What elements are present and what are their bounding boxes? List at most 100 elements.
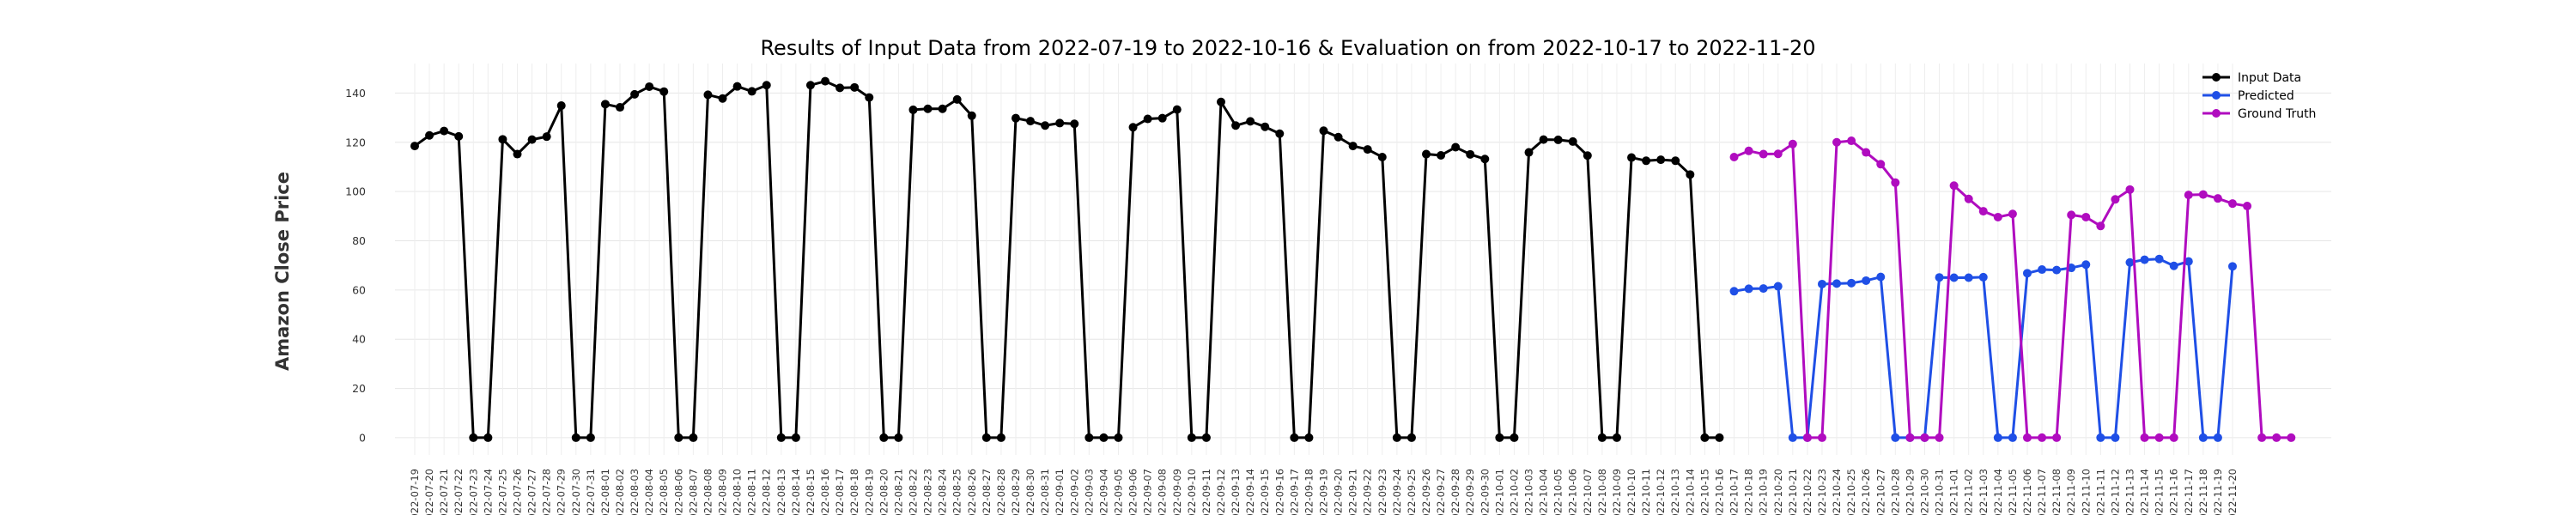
x-tick-label: 2022-09-05 <box>1112 469 1124 515</box>
data-point <box>1802 433 1812 442</box>
x-tick-label: 2022-11-19 <box>2212 469 2224 515</box>
data-point <box>1759 284 1768 294</box>
plot-background <box>395 64 2331 455</box>
x-tick-label: 2022-10-18 <box>1743 469 1755 515</box>
data-point <box>1231 121 1241 130</box>
data-point <box>2052 433 2062 442</box>
data-point <box>1553 135 1563 144</box>
x-tick-label: 2022-10-17 <box>1728 469 1741 515</box>
data-point <box>938 104 947 113</box>
data-point <box>1715 433 1724 442</box>
data-point <box>762 81 771 90</box>
x-tick-label: 2022-10-29 <box>1904 469 1916 515</box>
data-point <box>1026 117 1036 126</box>
x-tick-label: 2022-11-06 <box>2021 469 2033 515</box>
data-point <box>1334 132 1343 142</box>
data-point <box>850 82 860 92</box>
x-tick-label: 2022-11-12 <box>2109 469 2121 515</box>
x-tick-label: 2022-08-17 <box>834 469 846 515</box>
x-tick-label: 2022-10-11 <box>1640 469 1652 515</box>
x-tick-label: 2022-09-13 <box>1230 469 1242 515</box>
data-point <box>542 132 551 142</box>
data-point <box>1437 150 1446 160</box>
data-point <box>996 433 1005 442</box>
data-point <box>2198 190 2208 199</box>
data-point <box>1392 433 1401 442</box>
data-point <box>556 101 566 111</box>
x-tick-label: 2022-11-15 <box>2154 469 2166 515</box>
data-point <box>1964 194 1973 203</box>
x-tick-label: 2022-09-21 <box>1347 469 1359 515</box>
data-point <box>1862 148 1871 157</box>
plot-area <box>395 64 2331 455</box>
data-point <box>2154 254 2164 264</box>
data-point <box>2140 433 2149 442</box>
x-tick-label: 2022-09-09 <box>1171 469 1183 515</box>
data-point <box>2081 212 2091 221</box>
x-axis: 2022-07-19 2022-07-20 2022-07-21 2022-07-22… <box>409 469 2239 515</box>
data-point <box>2096 221 2105 231</box>
x-tick-label: 2022-08-09 <box>717 469 729 515</box>
data-point <box>2257 433 2267 442</box>
data-point <box>718 94 727 103</box>
x-tick-label: 2022-11-04 <box>1992 469 2004 515</box>
data-point <box>2067 210 2076 220</box>
data-point <box>1319 126 1328 136</box>
x-tick-label: 2022-10-27 <box>1874 469 1886 515</box>
data-point <box>1172 105 1182 114</box>
x-tick-label: 2022-09-03 <box>1083 469 1095 515</box>
data-point <box>1729 287 1739 296</box>
data-point <box>821 76 830 86</box>
x-tick-label: 2022-09-26 <box>1420 469 1432 515</box>
x-tick-label: 2022-08-26 <box>966 469 978 515</box>
x-tick-label: 2022-08-11 <box>746 469 758 515</box>
data-point <box>1832 137 1842 147</box>
data-point <box>2038 265 2047 275</box>
x-tick-label: 2022-08-29 <box>1010 469 1022 515</box>
x-tick-label: 2022-11-01 <box>1948 469 1960 515</box>
x-tick-label: 2022-11-11 <box>2094 469 2106 515</box>
data-point <box>2184 257 2193 266</box>
x-tick-label: 2022-10-23 <box>1816 469 1828 515</box>
x-tick-label: 2022-09-19 <box>1318 469 1330 515</box>
data-point <box>2081 260 2091 270</box>
x-tick-label: 2022-09-14 <box>1244 469 1256 515</box>
data-point <box>1055 118 1065 128</box>
data-point <box>1949 273 1959 282</box>
x-tick-label: 2022-09-02 <box>1068 469 1080 515</box>
x-tick-label: 2022-08-05 <box>658 469 670 515</box>
data-point <box>1099 433 1109 442</box>
series-ground-truth <box>1729 136 2296 442</box>
data-point <box>2169 261 2178 270</box>
data-point <box>1744 146 1753 155</box>
data-point <box>425 130 434 140</box>
x-tick-label: 2022-10-28 <box>1889 469 1901 515</box>
data-point <box>952 94 962 104</box>
data-point <box>805 81 815 90</box>
data-point <box>600 100 610 109</box>
x-tick-label: 2022-09-15 <box>1259 469 1271 515</box>
data-point <box>1451 142 1461 152</box>
data-point <box>689 433 698 442</box>
legend-label: Predicted <box>2238 89 2294 103</box>
data-point <box>865 93 874 102</box>
data-point <box>1143 114 1152 124</box>
x-tick-label: 2022-10-01 <box>1493 469 1505 515</box>
data-point <box>2022 269 2032 278</box>
x-tick-label: 2022-08-23 <box>922 469 934 515</box>
data-point <box>2125 258 2135 267</box>
data-point <box>1041 121 1050 130</box>
data-point <box>1627 153 1637 162</box>
data-point <box>1304 433 1314 442</box>
x-tick-label: 2022-10-16 <box>1713 469 1725 515</box>
x-tick-label: 2022-11-13 <box>2123 469 2136 515</box>
data-point <box>776 433 786 442</box>
data-point <box>1876 160 1886 169</box>
x-tick-label: 2022-08-04 <box>643 469 655 515</box>
data-point <box>483 433 493 442</box>
x-tick-label: 2022-10-03 <box>1523 469 1535 515</box>
x-tick-label: 2022-11-09 <box>2065 469 2077 515</box>
data-point <box>2111 195 2120 204</box>
y-tick-label: 120 <box>345 136 366 148</box>
data-point <box>1070 119 1079 129</box>
